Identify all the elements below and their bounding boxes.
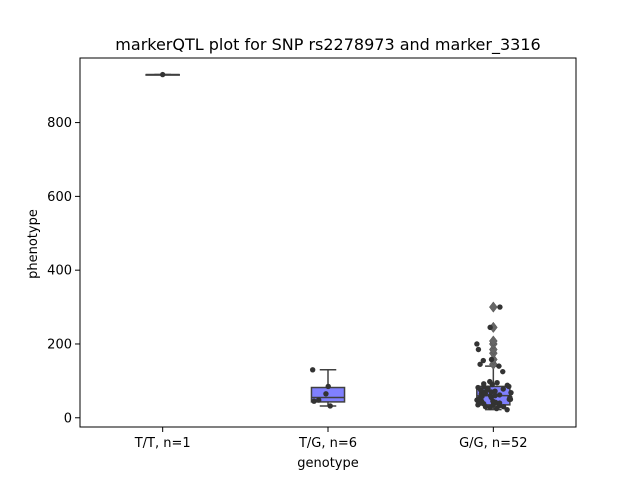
data-point	[480, 357, 486, 364]
data-point	[481, 381, 487, 387]
data-point	[500, 368, 506, 375]
data-point	[508, 389, 514, 396]
data-point	[309, 367, 316, 373]
data-point	[504, 406, 510, 413]
data-point	[496, 363, 502, 369]
data-point	[475, 346, 482, 353]
data-point	[323, 391, 329, 397]
y-tick-label: 200	[47, 337, 72, 352]
data-point	[497, 304, 503, 310]
data-point	[474, 341, 480, 347]
y-tick-label: 400	[47, 264, 72, 279]
data-point	[492, 392, 498, 399]
data-point	[492, 388, 498, 394]
data-point	[325, 383, 331, 390]
data-point	[488, 356, 495, 363]
data-point	[327, 403, 333, 409]
data-point	[504, 382, 511, 389]
x-axis-label: genotype	[297, 456, 358, 471]
outlier-point	[489, 301, 498, 313]
plot-area: 0 200 400 600 800 T/T, n=1 T/G, n=6 G/G, n=52	[47, 57, 577, 451]
data-point	[311, 398, 317, 404]
data-point	[494, 380, 500, 386]
x-tick-label: G/G, n=52	[459, 436, 527, 451]
y-axis-label: phenotype	[26, 209, 41, 279]
data-point	[487, 324, 493, 331]
data-point	[496, 392, 503, 398]
data-point	[485, 385, 491, 391]
data-point	[487, 378, 493, 385]
data-point	[500, 404, 507, 410]
data-point	[507, 394, 513, 401]
data-point	[475, 384, 481, 391]
outlier-point	[489, 335, 498, 347]
data-point	[477, 361, 483, 367]
y-tick-label: 0	[64, 411, 72, 426]
y-tick-label: 800	[47, 116, 72, 131]
data-point	[159, 71, 166, 78]
data-point	[496, 400, 503, 406]
data-point	[500, 386, 506, 392]
chart-title: markerQTL plot for SNP rs2278973 and mar…	[115, 35, 540, 55]
y-tick-label: 600	[47, 190, 72, 205]
x-tick-label: T/T, n=1	[134, 436, 191, 451]
plot-frame	[79, 57, 577, 428]
x-tick-label: T/G, n=6	[298, 436, 357, 451]
data-point	[315, 397, 322, 403]
